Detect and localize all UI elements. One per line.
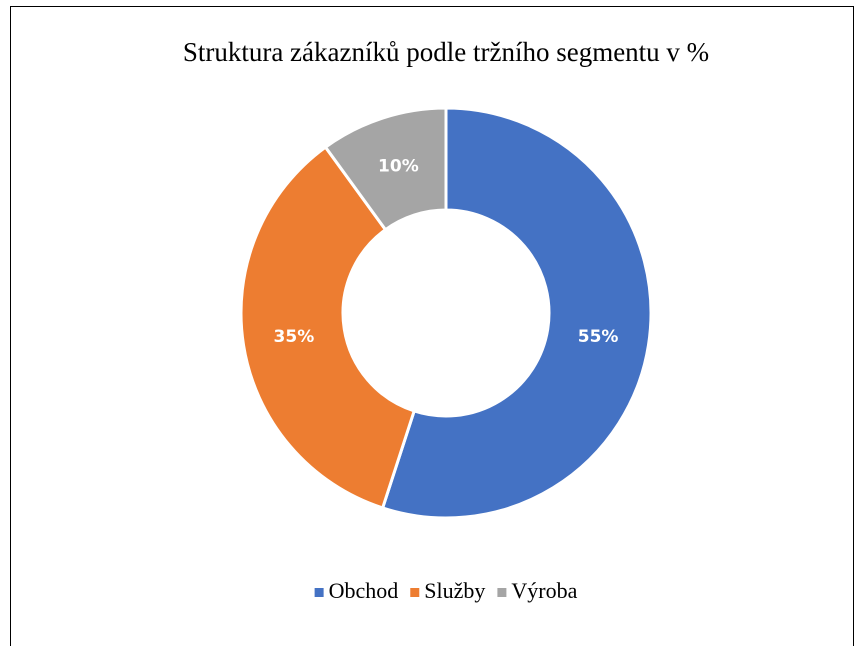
data-label: 35% (274, 327, 315, 347)
chart-frame (10, 6, 854, 646)
chart-title: Struktura zákazníků podle tržního segmen… (183, 37, 709, 67)
donut-segment (380, 106, 653, 520)
data-label: 10% (378, 157, 419, 177)
legend-marker (314, 588, 324, 597)
legend-marker (410, 588, 420, 597)
legend-label: Výroba (511, 578, 577, 603)
legend-label: Obchod (329, 578, 399, 603)
legend-label: Služby (424, 578, 485, 603)
legend-marker (497, 588, 507, 597)
donut-segment (239, 145, 417, 510)
donut-segment (323, 106, 448, 232)
data-label: 55% (578, 327, 619, 347)
